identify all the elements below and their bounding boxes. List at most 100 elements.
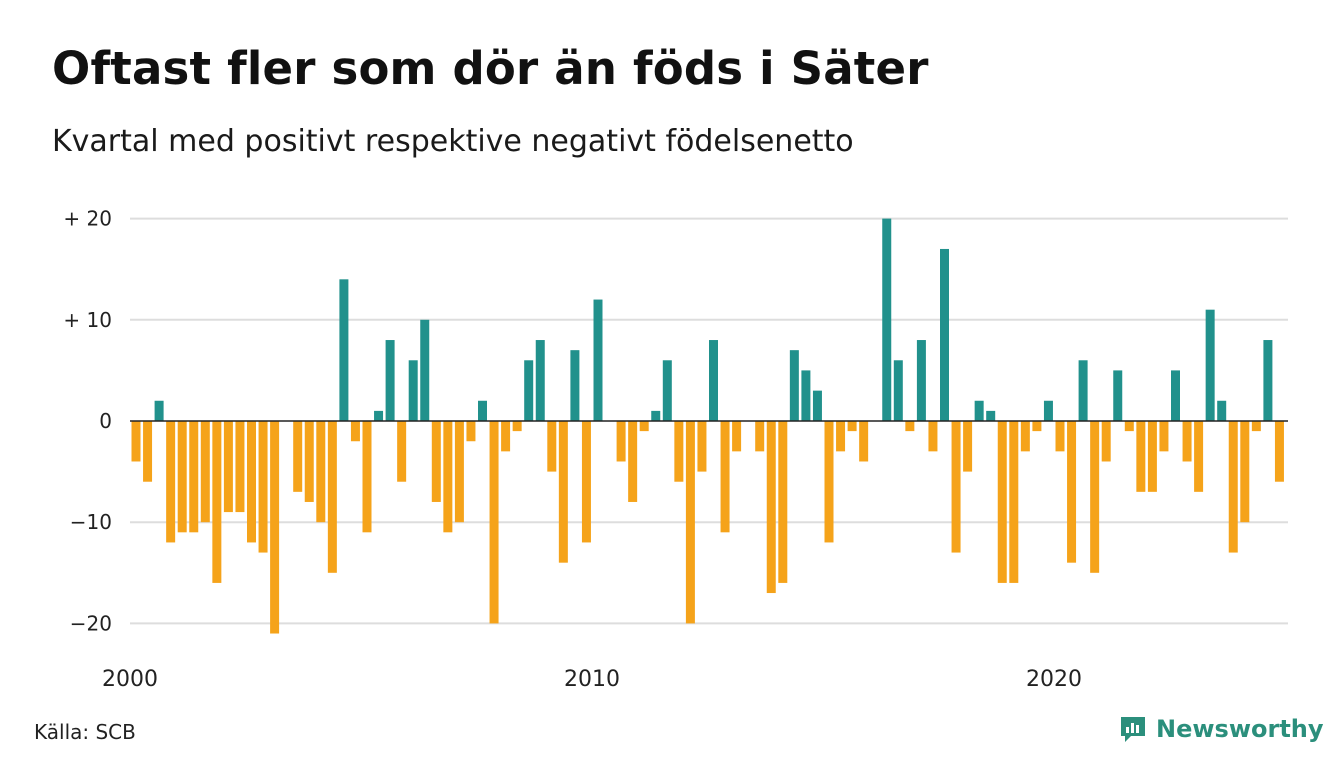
bar-negative <box>697 421 707 472</box>
bar-negative <box>501 421 511 452</box>
bar-negative <box>1032 421 1042 432</box>
bar-positive <box>789 350 799 421</box>
bar-negative <box>454 421 464 523</box>
bar-negative <box>997 421 1007 583</box>
bar-negative <box>836 421 846 452</box>
bar-positive <box>1263 340 1273 421</box>
bar-negative <box>235 421 245 513</box>
bar-positive <box>593 299 603 421</box>
x-tick-label: 2010 <box>564 667 620 692</box>
bar-positive <box>709 340 718 421</box>
bar-negative <box>223 421 233 513</box>
bar-positive <box>974 400 984 421</box>
bar-positive <box>893 360 903 421</box>
bar-negative <box>1055 421 1065 452</box>
bar-negative <box>466 421 476 442</box>
bar-negative <box>1251 421 1261 432</box>
bar-positive <box>651 410 661 421</box>
bar-positive <box>1205 309 1215 421</box>
bar-negative <box>293 421 303 492</box>
bar-positive <box>882 218 892 421</box>
bar-positive <box>374 410 384 421</box>
x-axis-labels: 2000 2010 2020 <box>102 667 1082 692</box>
bar-negative <box>616 421 626 462</box>
bar-negative <box>189 421 199 533</box>
bar-negative <box>1124 421 1134 432</box>
x-tick-label: 2020 <box>1026 667 1082 692</box>
bar-negative <box>1136 421 1146 492</box>
bar-positive <box>535 340 545 421</box>
bar-negative <box>963 421 973 472</box>
bar-positive <box>916 340 926 421</box>
bar-positive <box>420 319 430 421</box>
bar-negative <box>720 421 730 533</box>
bar-negative <box>1147 421 1157 492</box>
bar-negative <box>304 421 314 502</box>
bar-positive <box>1113 370 1123 421</box>
bar-positive <box>570 350 580 421</box>
bar-positive <box>154 400 164 421</box>
bar-positive <box>385 340 395 421</box>
bar-negative <box>824 421 834 543</box>
bar-positive <box>524 360 534 421</box>
bar-negative <box>131 421 141 462</box>
x-tick-label: 2000 <box>102 667 158 692</box>
bar-positive <box>1078 360 1088 421</box>
newsworthy-logo-icon <box>1121 717 1145 742</box>
bar-negative <box>847 421 857 432</box>
bar-negative <box>1274 421 1284 482</box>
newsworthy-logo[interactable]: Newsworthy <box>1118 714 1324 744</box>
bar-negative <box>143 421 153 482</box>
bar-negative <box>512 421 522 432</box>
bar-negative <box>928 421 938 452</box>
bar-positive <box>478 400 487 421</box>
bar-negative <box>581 421 591 543</box>
bar-negative <box>766 421 776 594</box>
bar-negative <box>547 421 557 472</box>
bar-negative <box>558 421 568 563</box>
newsworthy-logo-text: Newsworthy <box>1156 715 1324 743</box>
bar-negative <box>397 421 407 482</box>
bar-negative <box>327 421 337 573</box>
bar-positive <box>812 390 822 421</box>
bar-negative <box>859 421 869 462</box>
bar-negative <box>443 421 453 533</box>
bar-positive <box>1217 400 1227 421</box>
bar-negative <box>951 421 961 553</box>
y-tick-label: −20 <box>70 611 112 635</box>
bar-positive <box>1171 370 1180 421</box>
bar-negative <box>1009 421 1019 583</box>
bar-negative <box>431 421 441 502</box>
bar-negative <box>1159 421 1169 452</box>
bar-negative <box>1067 421 1077 563</box>
bar-positive <box>986 410 996 421</box>
chart-title: Oftast fler som dör än föds i Säter <box>52 42 929 95</box>
bar-negative <box>200 421 210 523</box>
bar-negative <box>177 421 187 533</box>
bar-negative <box>778 421 788 583</box>
bar-negative <box>905 421 915 432</box>
source-note: Källa: SCB <box>34 720 136 744</box>
y-tick-label: 0 <box>99 409 112 433</box>
y-axis-labels: + 20 + 10 0 −10 −20 <box>63 207 112 636</box>
bar-positive <box>801 370 811 421</box>
bar-negative <box>1228 421 1238 553</box>
bar-negative <box>755 421 765 452</box>
bar-negative <box>628 421 638 502</box>
bar-positive <box>408 360 418 421</box>
chart-subtitle: Kvartal med positivt respektive negativt… <box>52 124 854 159</box>
bar-negative <box>166 421 176 543</box>
bar-positive <box>662 360 672 421</box>
bar-negative <box>270 421 280 634</box>
bar-positive <box>339 279 349 421</box>
bar-negative <box>247 421 256 543</box>
bar-positive <box>1043 400 1053 421</box>
bar-negative <box>258 421 268 553</box>
bar-negative <box>212 421 222 583</box>
y-tick-label: + 20 <box>63 207 112 231</box>
bar-negative <box>639 421 649 432</box>
y-tick-label: + 10 <box>63 308 112 332</box>
bar-negative <box>674 421 684 482</box>
bar-negative <box>1101 421 1111 462</box>
